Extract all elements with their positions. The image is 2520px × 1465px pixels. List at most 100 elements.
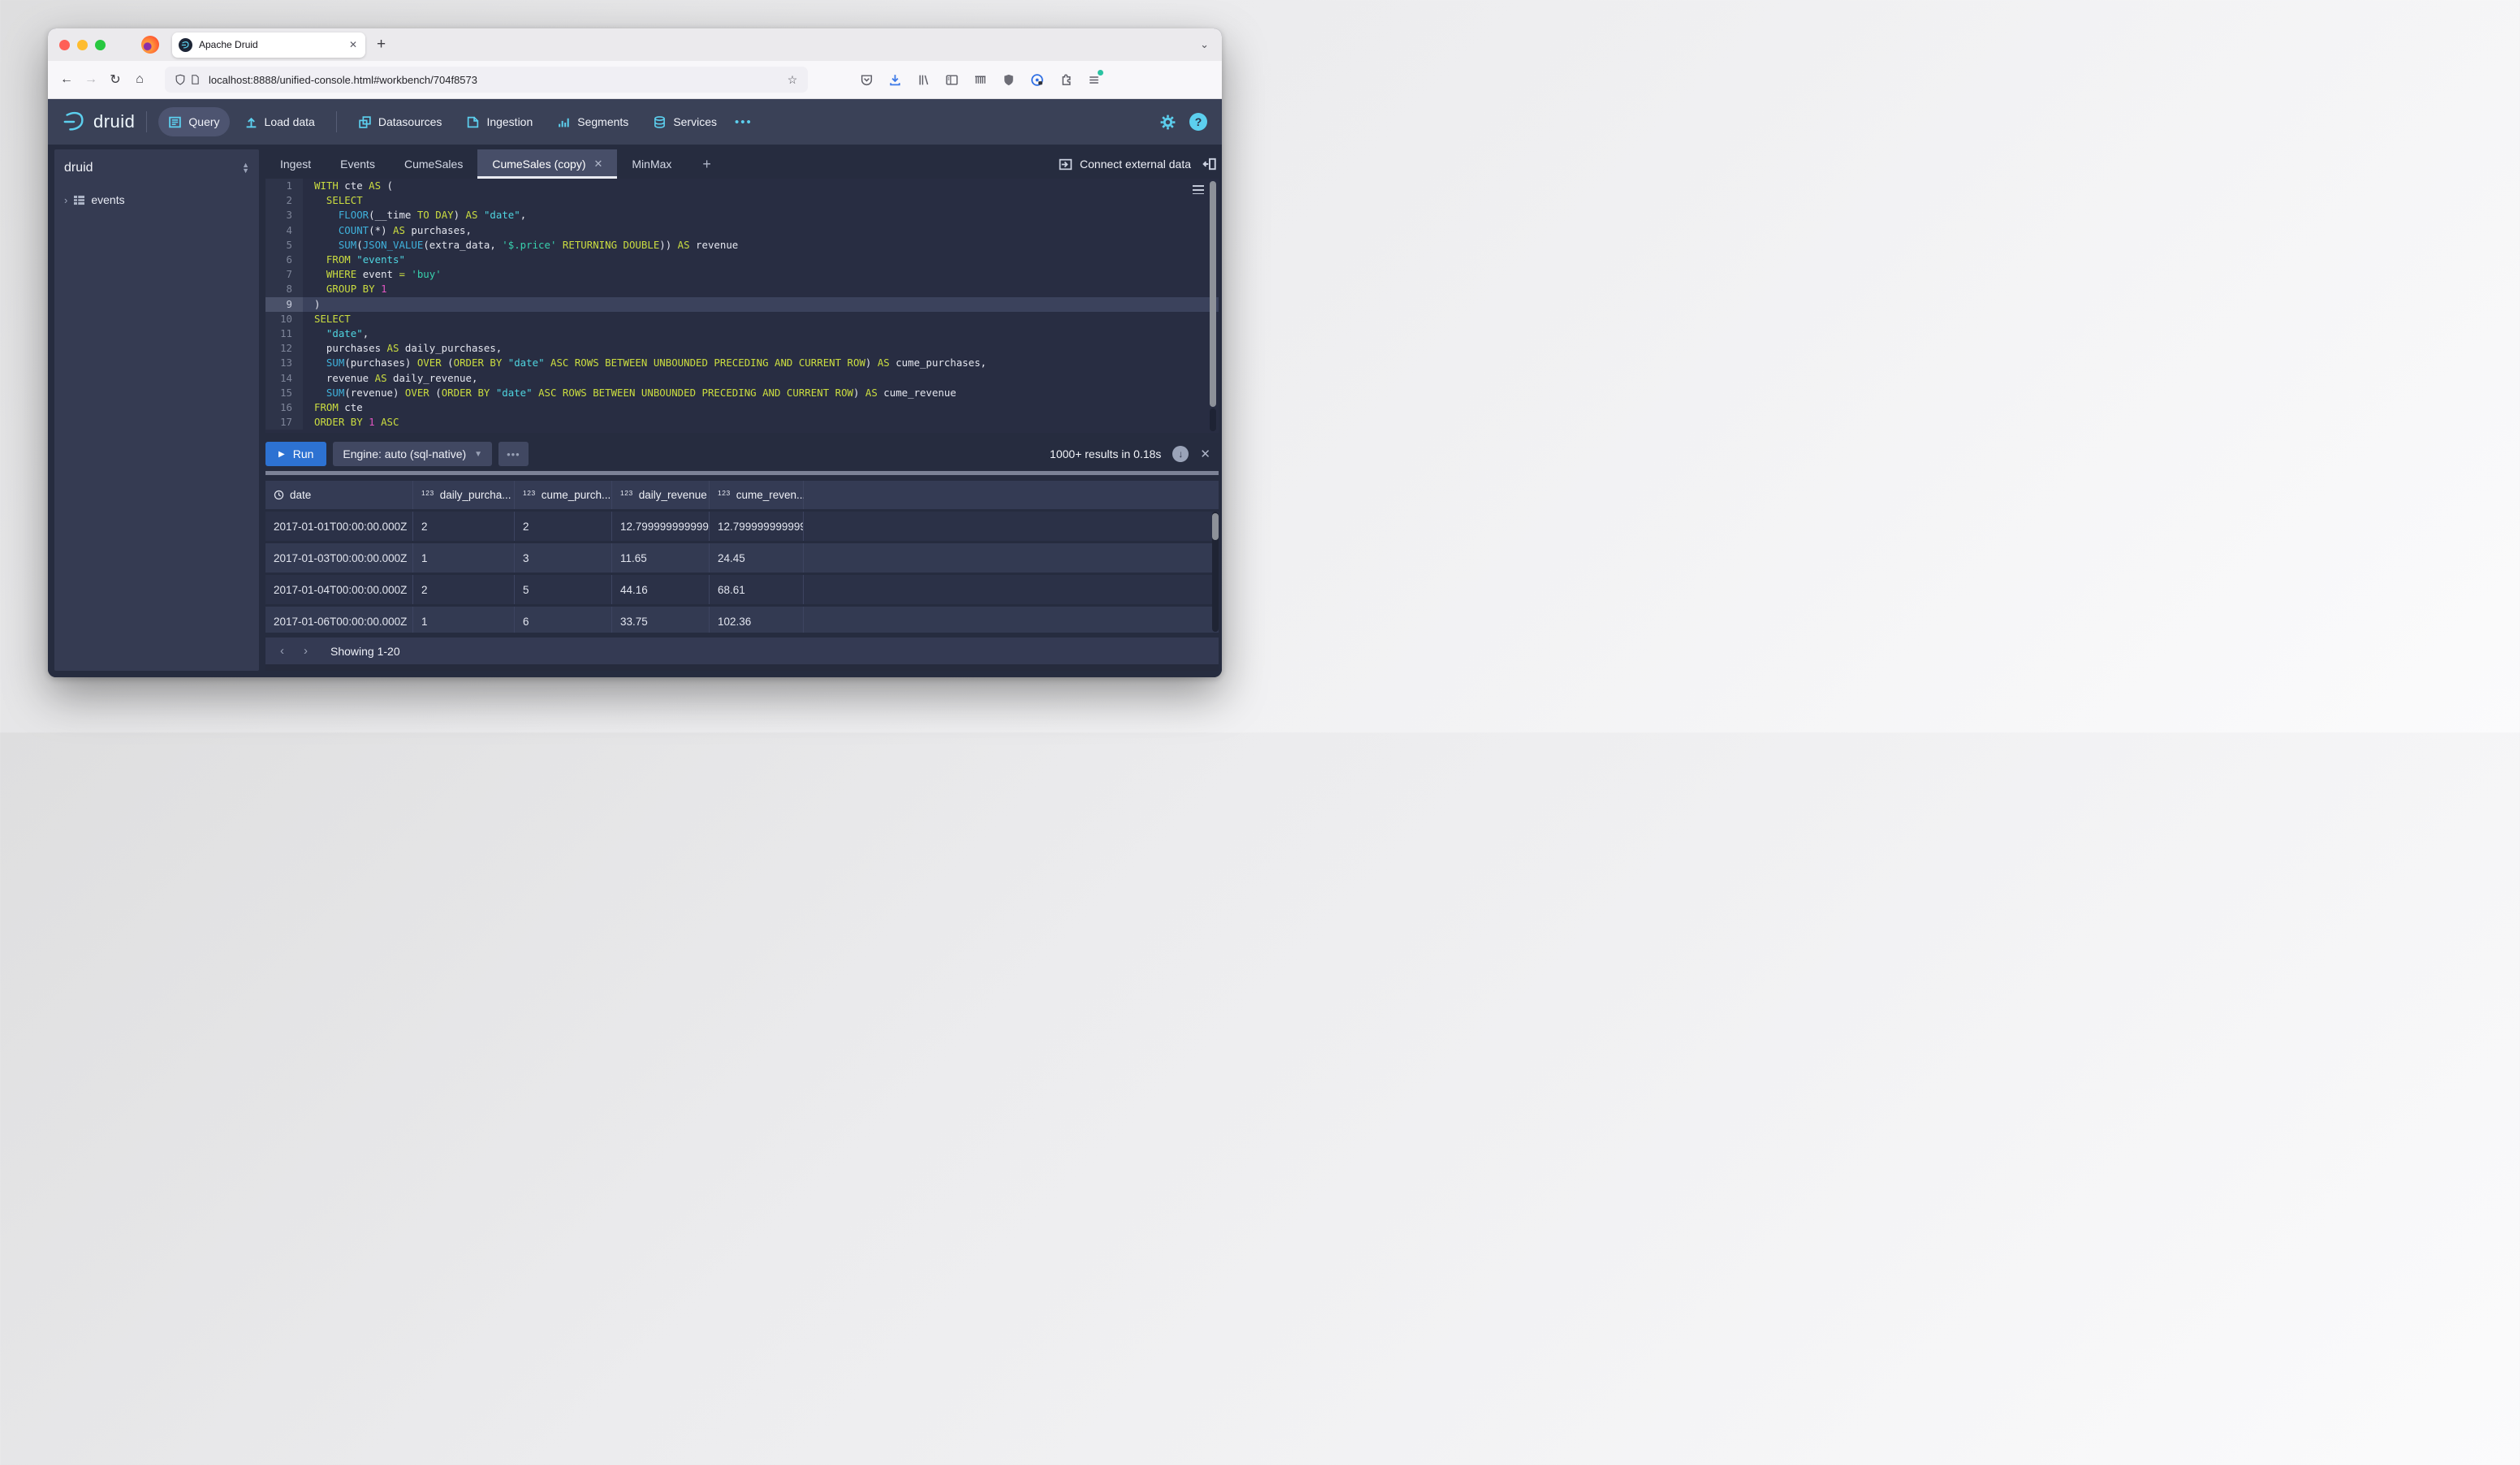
column-header-daily-purcha[interactable]: 123 daily_purcha... [413, 481, 515, 509]
editor-line[interactable]: 5 SUM(JSON_VALUE(extra_data, '$.price' R… [265, 237, 1219, 253]
settings-gear-icon[interactable] [1159, 114, 1176, 131]
open-side-panel-icon[interactable] [1202, 149, 1219, 179]
connect-external-data-button[interactable]: Connect external data [1059, 149, 1202, 179]
run-button[interactable]: ▶ Run [265, 442, 327, 466]
editor-line[interactable]: 12 purchases AS daily_purchases, [265, 341, 1219, 357]
table-row[interactable]: 2017-01-04T00:00:00.000Z 2 5 44.16 68.61 [265, 575, 1219, 604]
editor-line[interactable]: 1 WITH cte AS ( [265, 179, 1219, 194]
query-tab-ingest[interactable]: Ingest [265, 149, 326, 179]
editor-line[interactable]: 3 FLOOR(__time TO DAY) AS "date", [265, 208, 1219, 223]
schema-name[interactable]: druid [64, 161, 93, 175]
forward-button[interactable]: → [84, 72, 97, 86]
nav-item-ingestion[interactable]: Ingestion [456, 107, 542, 136]
editor-line[interactable]: 4 COUNT(*) AS purchases, [265, 223, 1219, 238]
zoom-window-button[interactable] [95, 39, 106, 50]
browser-tab[interactable]: Apache Druid ✕ [172, 32, 365, 58]
editor-line[interactable]: 16 FROM cte [265, 400, 1219, 416]
cell-date[interactable]: 2017-01-03T00:00:00.000Z [265, 543, 413, 573]
download-results-icon[interactable]: ↓ [1172, 446, 1189, 462]
cell-cume-reven[interactable]: 102.36 [710, 607, 804, 633]
column-header-daily-revenue[interactable]: 123 daily_revenue [612, 481, 710, 509]
nav-item-query[interactable]: Query [158, 107, 230, 136]
prev-page-button[interactable]: ‹ [280, 644, 284, 658]
containers-icon[interactable] [969, 68, 991, 91]
results-scrollbar-track[interactable] [1212, 512, 1219, 632]
cell-date[interactable]: 2017-01-06T00:00:00.000Z [265, 607, 413, 633]
shield-permissions-icon[interactable] [173, 72, 188, 87]
cell-daily-purcha[interactable]: 2 [413, 512, 515, 541]
sidebar-item-events[interactable]: › events [64, 193, 249, 206]
column-header-cume-purch[interactable]: 123 cume_purch... [515, 481, 612, 509]
editor-line[interactable]: 9) [265, 296, 1219, 312]
editor-line[interactable]: 17 ORDER BY 1 ASC [265, 415, 1219, 430]
cell-cume-reven[interactable]: 68.61 [710, 575, 804, 604]
nav-item-segments[interactable]: Segments [547, 107, 638, 136]
nav-item-load-data[interactable]: Load data [235, 107, 325, 136]
add-query-tab-button[interactable]: + [702, 155, 711, 172]
editor-line[interactable]: 6 FROM "events" [265, 253, 1219, 268]
page-info-icon[interactable] [188, 72, 202, 87]
tab-close-icon[interactable]: ✕ [348, 39, 357, 50]
cell-daily-purcha[interactable]: 2 [413, 575, 515, 604]
reload-button[interactable]: ↻ [110, 73, 121, 87]
query-tab-cumesales-copy[interactable]: CumeSales (copy) ✕ [477, 149, 618, 179]
druid-logo[interactable]: druid [63, 110, 135, 134]
close-tab-icon[interactable]: ✕ [593, 158, 603, 170]
back-button[interactable]: ← [60, 72, 73, 86]
editor-line[interactable]: 2 SELECT [265, 193, 1219, 209]
query-tab-minmax[interactable]: MinMax [617, 149, 686, 179]
url-bar[interactable]: localhost:8888/unified-console.html#work… [165, 67, 808, 93]
editor-scrollbar-thumb[interactable] [1210, 181, 1216, 407]
extensions-icon[interactable] [1054, 68, 1077, 91]
editor-menu-icon[interactable] [1193, 185, 1204, 194]
sql-editor[interactable]: 1 WITH cte AS (2 SELECT 3 FLOOR(__time TO … [265, 179, 1219, 433]
menu-icon[interactable] [1082, 68, 1105, 91]
query-tab-events[interactable]: Events [326, 149, 390, 179]
help-icon[interactable]: ? [1189, 113, 1207, 131]
editor-line[interactable]: 8 GROUP BY 1 [265, 282, 1219, 297]
sidebar-icon[interactable] [940, 68, 963, 91]
column-header-date[interactable]: date [265, 481, 413, 509]
table-row[interactable]: 2017-01-01T00:00:00.000Z 2 2 12.79999999999… [265, 512, 1219, 541]
cell-cume-purch[interactable]: 2 [515, 512, 612, 541]
cell-cume-purch[interactable]: 3 [515, 543, 612, 573]
minimize-window-button[interactable] [77, 39, 88, 50]
cell-daily-purcha[interactable]: 1 [413, 543, 515, 573]
close-results-icon[interactable]: ✕ [1200, 447, 1210, 461]
pocket-icon[interactable] [855, 68, 878, 91]
editor-line[interactable]: 13 SUM(purchases) OVER (ORDER BY "date" … [265, 356, 1219, 371]
pane-splitter-handle[interactable] [265, 471, 1219, 475]
editor-line[interactable]: 10 SELECT [265, 311, 1219, 327]
editor-line[interactable]: 15 SUM(revenue) OVER (ORDER BY "date" AS… [265, 385, 1219, 401]
cell-daily-revenue[interactable]: 44.16 [612, 575, 710, 604]
cell-daily-revenue[interactable]: 12.799999999999 [612, 512, 710, 541]
editor-scrollbar-track[interactable] [1210, 408, 1216, 431]
nav-item-services[interactable]: Services [643, 107, 727, 136]
editor-line[interactable]: 7 WHERE event = 'buy' [265, 267, 1219, 283]
query-more-button[interactable]: ••• [498, 442, 529, 466]
results-scrollbar-thumb[interactable] [1212, 513, 1219, 540]
new-browser-tab-button[interactable]: + [377, 36, 386, 53]
cell-daily-revenue[interactable]: 33.75 [612, 607, 710, 633]
sort-icon[interactable]: ▲ ▼ [242, 161, 249, 175]
table-row[interactable]: 2017-01-06T00:00:00.000Z 1 6 33.75 102.36 [265, 607, 1219, 633]
onepassword-icon[interactable] [1025, 68, 1048, 91]
close-window-button[interactable] [59, 39, 70, 50]
editor-line[interactable]: 11 "date", [265, 326, 1219, 342]
ublock-icon[interactable] [997, 68, 1020, 91]
bookmark-star-icon[interactable]: ☆ [787, 72, 798, 86]
cell-daily-purcha[interactable]: 1 [413, 607, 515, 633]
navbar-more-button[interactable]: ••• [735, 115, 753, 129]
table-row[interactable]: 2017-01-03T00:00:00.000Z 1 3 11.65 24.45 [265, 543, 1219, 573]
cell-date[interactable]: 2017-01-04T00:00:00.000Z [265, 575, 413, 604]
cell-cume-purch[interactable]: 6 [515, 607, 612, 633]
cell-cume-purch[interactable]: 5 [515, 575, 612, 604]
cell-daily-revenue[interactable]: 11.65 [612, 543, 710, 573]
nav-item-datasources[interactable]: Datasources [348, 107, 452, 136]
engine-select[interactable]: Engine: auto (sql-native) ▼ [333, 442, 493, 466]
downloads-icon[interactable] [883, 68, 906, 91]
tab-overflow-chevron-icon[interactable]: ⌄ [1200, 38, 1209, 50]
library-icon[interactable] [912, 68, 934, 91]
cell-cume-reven[interactable]: 24.45 [710, 543, 804, 573]
next-page-button[interactable]: › [304, 644, 308, 658]
